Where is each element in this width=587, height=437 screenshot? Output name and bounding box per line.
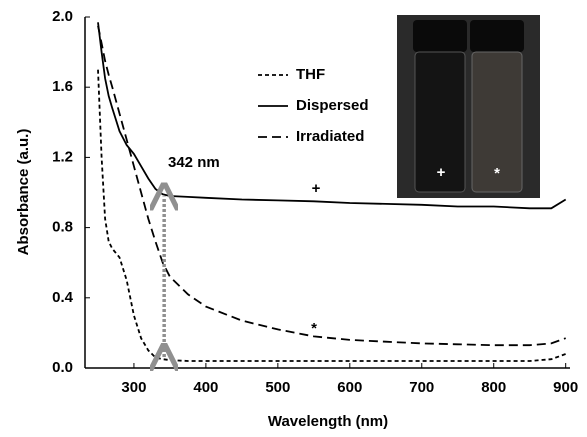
legend-label: THF bbox=[296, 66, 325, 83]
x-tick-label: 900 bbox=[553, 379, 578, 396]
y-tick-label: 0.0 bbox=[52, 359, 73, 376]
vial bbox=[414, 51, 466, 193]
vial bbox=[471, 51, 523, 193]
annotation: 342 nm bbox=[168, 154, 220, 171]
vial-cap bbox=[413, 20, 467, 52]
annotation: * bbox=[311, 320, 317, 337]
vial-cap bbox=[470, 20, 524, 52]
line bbox=[97, 25, 567, 347]
x-tick-label: 600 bbox=[337, 379, 362, 396]
y-axis-label: Absorbance (a.u.) bbox=[15, 129, 32, 256]
line bbox=[97, 69, 567, 362]
x-tick-label: 500 bbox=[265, 379, 290, 396]
x-tick-label: 400 bbox=[193, 379, 218, 396]
y-tick-label: 2.0 bbox=[52, 8, 73, 25]
inset-label: * bbox=[494, 165, 500, 182]
inset-photo: + * bbox=[397, 15, 540, 198]
y-tick-label: 0.8 bbox=[52, 219, 73, 236]
y-tick-label: 0.4 bbox=[52, 289, 74, 306]
annotation: + bbox=[312, 180, 321, 197]
x-tick-label: 700 bbox=[409, 379, 434, 396]
x-tick-label: 300 bbox=[121, 379, 146, 396]
legend-label: Irradiated bbox=[296, 128, 364, 145]
x-axis-label: Wavelength (nm) bbox=[268, 413, 388, 430]
y-tick-label: 1.2 bbox=[52, 148, 73, 165]
legend-label: Dispersed bbox=[296, 97, 369, 114]
x-tick-label: 800 bbox=[481, 379, 506, 396]
line bbox=[97, 22, 567, 210]
y-tick-label: 1.6 bbox=[52, 78, 73, 95]
inset-label: + bbox=[437, 164, 446, 181]
